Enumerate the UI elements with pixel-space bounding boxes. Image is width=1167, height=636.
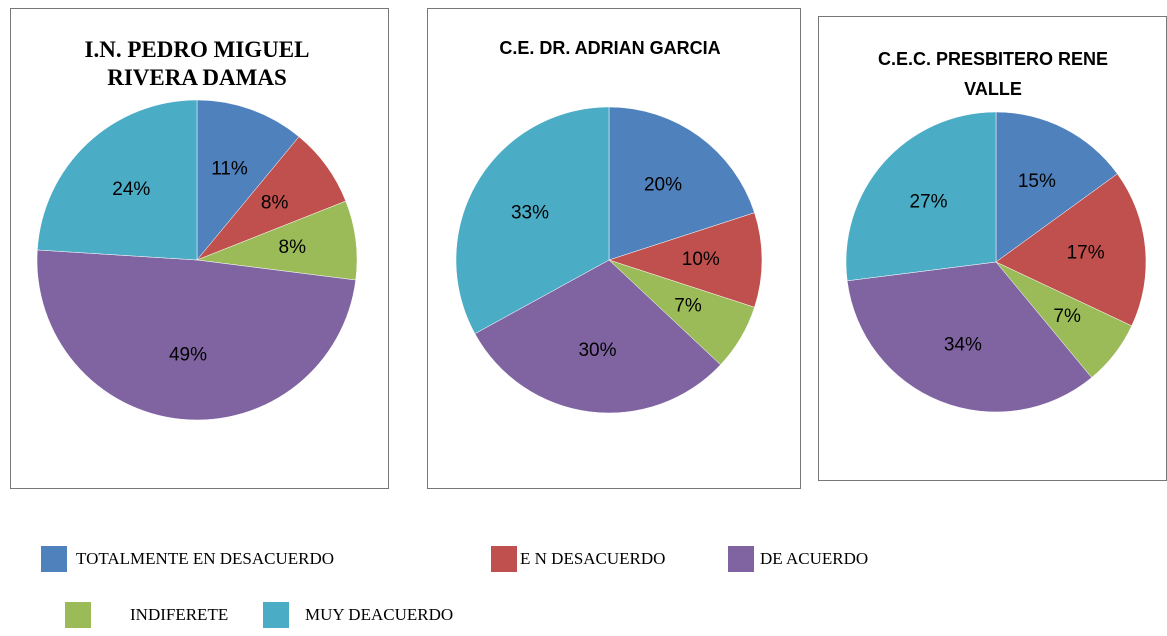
data-label: 8% bbox=[261, 193, 289, 214]
legend-label: TOTALMENTE EN DESACUERDO bbox=[76, 549, 334, 568]
pie-slice bbox=[37, 99, 198, 261]
legend-swatch bbox=[39, 544, 69, 574]
data-label: 10% bbox=[682, 249, 720, 270]
chart-title: I.N. PEDRO MIGUEL RIVERA DAMAS bbox=[84, 37, 310, 90]
pie-slice bbox=[608, 106, 755, 261]
pie-slice bbox=[196, 99, 300, 261]
data-label: 30% bbox=[578, 340, 616, 361]
data-label: 49% bbox=[169, 345, 207, 366]
pie-slice bbox=[36, 249, 357, 421]
legend-swatch bbox=[726, 544, 756, 574]
pie-slice bbox=[455, 106, 610, 335]
pie-slice bbox=[608, 212, 763, 308]
data-label: 20% bbox=[644, 175, 682, 196]
data-label: 7% bbox=[674, 296, 702, 317]
pie-slice bbox=[995, 173, 1147, 327]
data-label: 15% bbox=[1018, 171, 1056, 192]
legend-label: DE ACUERDO bbox=[760, 549, 868, 568]
data-label: 24% bbox=[112, 179, 150, 200]
legend-label: E N DESACUERDO bbox=[520, 549, 665, 568]
data-label: 34% bbox=[944, 335, 982, 356]
pie-slice bbox=[845, 111, 997, 282]
chart-title: C.E.C. PRESBITERO RENE VALLE bbox=[877, 49, 1109, 99]
legend-swatch bbox=[63, 600, 93, 630]
legend-swatch bbox=[489, 544, 519, 574]
legend-label: MUY DEACUERDO bbox=[305, 605, 453, 624]
data-label: 8% bbox=[279, 237, 307, 258]
data-label: 27% bbox=[909, 191, 947, 212]
data-label: 17% bbox=[1067, 243, 1105, 264]
data-label: 11% bbox=[211, 159, 248, 180]
data-label: 33% bbox=[511, 202, 549, 223]
data-label: 7% bbox=[1053, 306, 1081, 327]
chart-title: C.E. DR. ADRIAN GARCIA bbox=[499, 38, 721, 58]
pie-slice bbox=[846, 261, 1092, 413]
legend-label: INDIFERETE bbox=[130, 605, 228, 624]
pie-slice bbox=[995, 111, 1118, 263]
pie-slice bbox=[474, 259, 721, 414]
legend-swatch bbox=[261, 600, 291, 630]
